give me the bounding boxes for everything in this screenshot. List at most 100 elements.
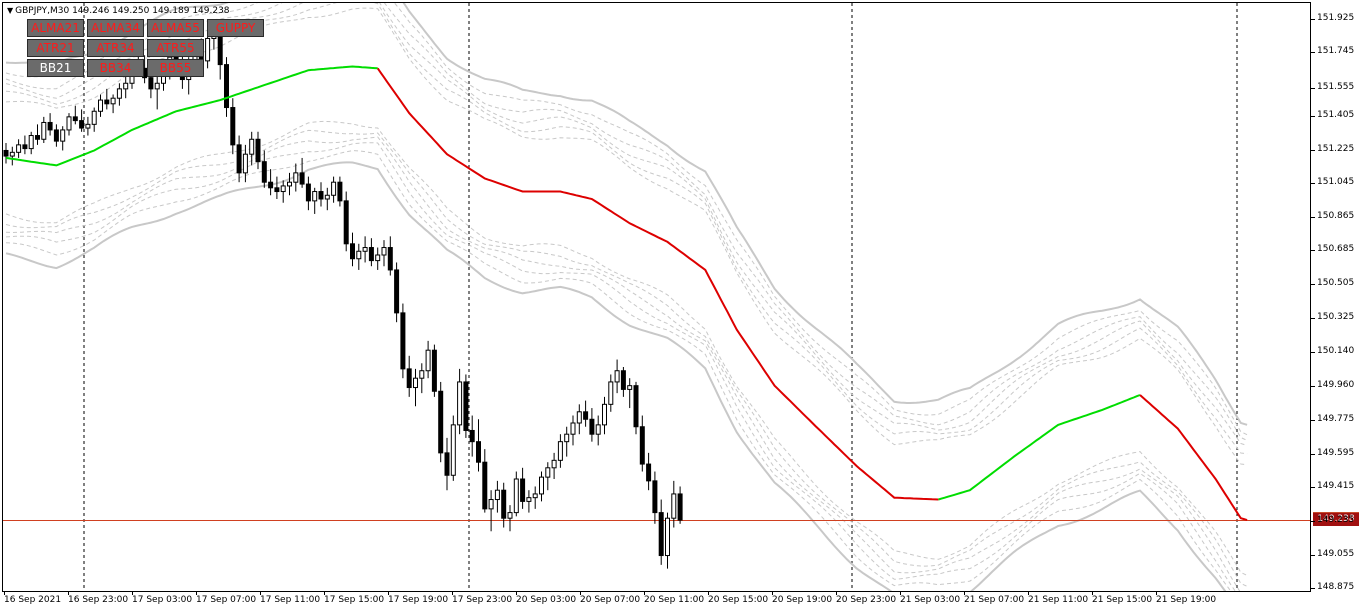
- chart-plot-area[interactable]: ▼ GBPJPY,M30 149.246 149.250 149.189 149.…: [2, 2, 1311, 592]
- bull-candle: [110, 97, 116, 105]
- y-axis-label: 150.865: [1317, 210, 1355, 221]
- bull-candle: [324, 194, 330, 200]
- y-axis-label: 150.505: [1317, 277, 1355, 288]
- x-axis-label: 21 Sep 07:00: [964, 595, 1025, 605]
- envelope-band: [5, 3, 1248, 426]
- bull-candle: [375, 254, 381, 262]
- bull-candle: [293, 172, 299, 183]
- y-axis-tick: [1311, 87, 1315, 89]
- x-axis-label: 17 Sep 23:00: [452, 595, 513, 605]
- x-axis-tick: [900, 592, 901, 595]
- x-axis-tick: [1092, 592, 1093, 595]
- x-axis-tick: [196, 592, 197, 595]
- x-axis-label: 17 Sep 19:00: [388, 595, 449, 605]
- symbol-info: ▼ GBPJPY,M30 149.246 149.250 149.189 149.…: [7, 6, 230, 16]
- bear-candle: [3, 149, 9, 157]
- price-chart: [3, 3, 1310, 591]
- bear-candle: [368, 247, 374, 262]
- moving-average-line: [938, 394, 1141, 501]
- bull-candle: [331, 181, 337, 196]
- bear-candle: [337, 181, 343, 202]
- y-axis-tick: [1311, 588, 1315, 590]
- bull-candle: [614, 370, 620, 383]
- x-axis-label: 16 Sep 23:00: [68, 595, 129, 605]
- envelope-band: [5, 150, 1232, 591]
- x-axis-tick: [580, 592, 581, 595]
- y-axis-tick: [1311, 317, 1315, 319]
- bull-candle: [627, 385, 633, 390]
- x-axis-label: 21 Sep 11:00: [1028, 595, 1089, 605]
- bear-candle: [79, 120, 85, 129]
- y-axis-label: 150.325: [1317, 311, 1355, 322]
- bull-candle: [513, 478, 519, 514]
- bear-candle: [53, 129, 59, 142]
- bull-candle: [381, 247, 387, 256]
- bull-candle: [457, 381, 463, 426]
- bull-candle: [16, 144, 22, 153]
- bear-candle: [268, 181, 274, 189]
- x-axis-label: 20 Sep 03:00: [516, 595, 577, 605]
- bear-candle: [350, 243, 355, 260]
- bear-candle: [35, 135, 40, 140]
- bull-candle: [450, 424, 456, 476]
- x-axis-label: 20 Sep 11:00: [644, 595, 705, 605]
- y-axis-tick: [1311, 115, 1315, 117]
- bull-candle: [249, 138, 255, 155]
- bull-candle: [557, 441, 563, 461]
- x-axis-label: 20 Sep 19:00: [772, 595, 833, 605]
- alma21-button[interactable]: ALMA21: [27, 19, 84, 37]
- y-axis-label: 149.415: [1317, 481, 1355, 492]
- bear-candle: [148, 77, 154, 90]
- x-axis-label: 17 Sep 03:00: [132, 595, 193, 605]
- x-axis-label: 16 Sep 2021: [4, 595, 62, 605]
- bear-candle: [394, 269, 400, 314]
- bb55-button[interactable]: BB55: [147, 59, 204, 77]
- x-axis-label: 21 Sep 15:00: [1092, 595, 1153, 605]
- envelope-band: [5, 3, 1248, 441]
- bull-candle: [595, 424, 601, 435]
- y-axis-tick: [1311, 420, 1315, 422]
- envelope-band: [5, 120, 1248, 576]
- x-axis-tick: [772, 592, 773, 595]
- x-axis-tick: [1028, 592, 1029, 595]
- bear-candle: [431, 349, 437, 392]
- y-axis-tick: [1311, 283, 1315, 285]
- x-axis-tick: [132, 592, 133, 595]
- bear-candle: [387, 247, 393, 271]
- alma55-button[interactable]: ALMA55: [147, 19, 204, 37]
- bull-candle: [28, 135, 34, 150]
- y-axis-tick: [1311, 352, 1315, 354]
- bear-candle: [305, 183, 311, 202]
- y-axis-tick: [1311, 183, 1315, 185]
- x-axis-label: 17 Sep 07:00: [196, 595, 257, 605]
- bb34-button[interactable]: BB34: [87, 59, 144, 77]
- bull-candle: [545, 467, 551, 478]
- moving-average-line: [1139, 394, 1248, 522]
- bear-candle: [658, 512, 664, 557]
- bull-candle: [419, 370, 425, 379]
- alma34-button[interactable]: ALMA34: [87, 19, 144, 37]
- bear-candle: [343, 200, 349, 245]
- moving-average-line: [5, 65, 378, 167]
- bull-candle: [608, 381, 614, 405]
- atr55-button[interactable]: ATR55: [147, 39, 204, 57]
- bear-candle: [400, 312, 406, 370]
- bear-candle: [677, 493, 683, 521]
- panel-row: ALMA21 ALMA34 ALMA55 GUPPY: [27, 19, 267, 38]
- bull-candle: [576, 411, 582, 424]
- atr34-button[interactable]: ATR34: [87, 39, 144, 57]
- bb21-button[interactable]: BB21: [27, 59, 84, 77]
- bear-candle: [476, 441, 481, 463]
- x-axis-tick: [516, 592, 517, 595]
- bear-candle: [406, 368, 412, 389]
- y-axis-label: 151.745: [1317, 46, 1355, 57]
- symbol-label: GBPJPY,M30: [15, 6, 70, 16]
- moving-average-line: [376, 67, 939, 501]
- guppy-button[interactable]: GUPPY: [207, 19, 264, 37]
- bear-candle: [469, 429, 475, 443]
- atr21-button[interactable]: ATR21: [27, 39, 84, 57]
- bull-candle: [280, 185, 286, 193]
- bull-candle: [98, 99, 103, 112]
- bull-candle: [205, 37, 211, 62]
- envelope-band: [5, 7, 1248, 466]
